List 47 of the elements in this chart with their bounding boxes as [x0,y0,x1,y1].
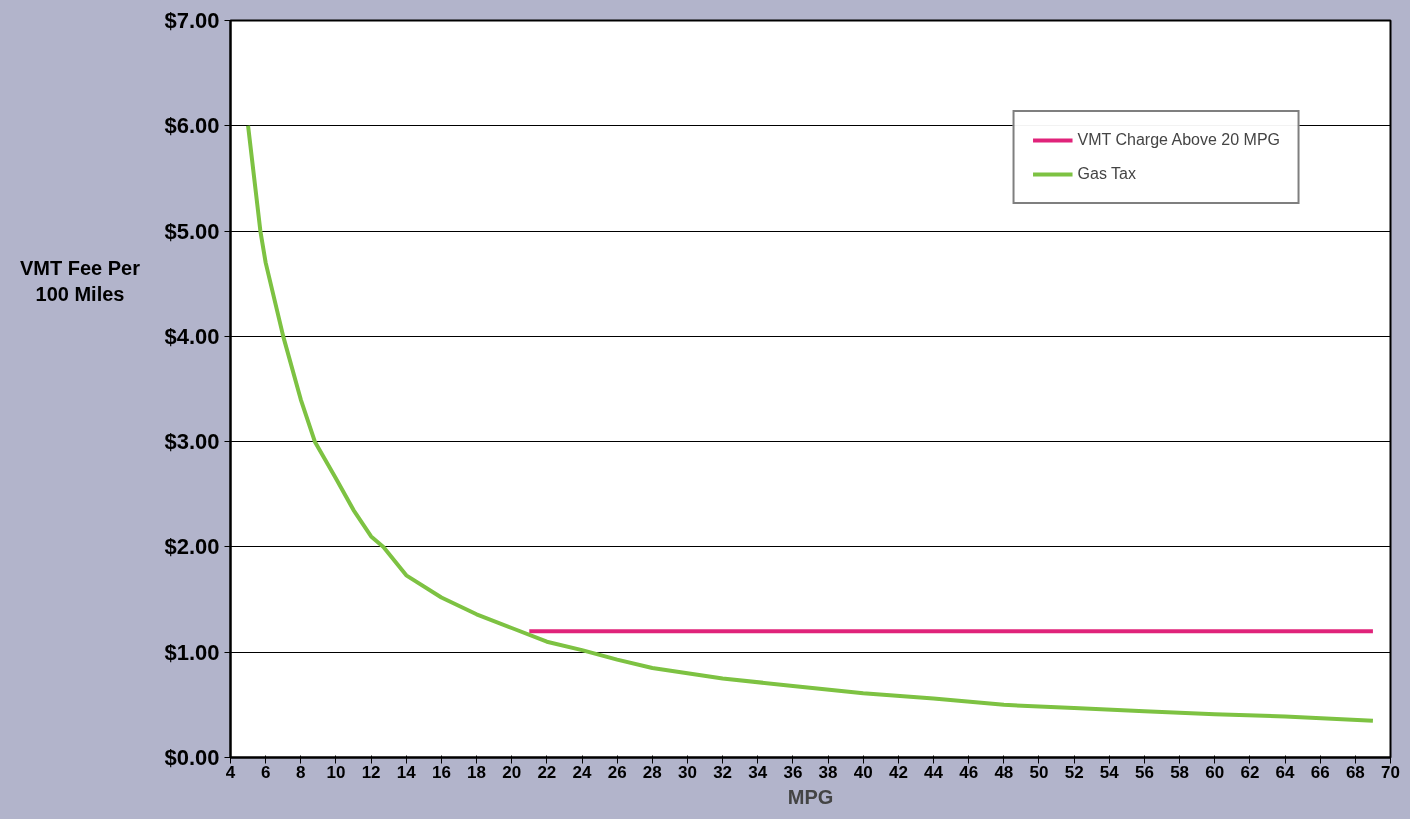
y-tick-label: $2.00 [164,534,220,560]
x-tick-label: 52 [1064,762,1084,782]
x-tick-label: 48 [994,762,1014,782]
x-tick-label: 44 [924,762,944,782]
line-series [246,123,1375,723]
x-tick-label: 54 [1099,762,1120,782]
x-tick-label: 60 [1205,762,1225,782]
y-tick-label: $4.00 [164,323,220,349]
y-axis-title: VMT Fee Per 100 Miles [18,256,141,307]
x-tick-label: 64 [1275,762,1296,782]
x-tick-label: 32 [713,762,733,782]
x-tick-label: 46 [959,762,979,782]
x-tick-label: 28 [642,762,662,782]
x-tick-label: 70 [1381,762,1400,782]
y-tick-label: $6.00 [164,113,220,139]
legend-label: VMT Charge Above 20 MPG [1077,131,1280,149]
x-tick-label: 14 [396,762,417,782]
x-tick-label: 6 [260,762,271,782]
legend-label: Gas Tax [1077,165,1137,183]
y-tick-label: $3.00 [164,429,220,455]
x-tick-label: 58 [1170,762,1190,782]
y-tick-label: $5.00 [164,218,220,244]
x-tick-label: 22 [537,762,557,782]
x-tick-label: 68 [1345,762,1365,782]
x-tick-label: 34 [748,762,768,782]
x-tick-label: 12 [361,762,381,782]
x-tick-label: 38 [818,762,838,782]
y-tick-label: $7.00 [164,8,220,33]
x-tick-label: 4 [225,762,236,782]
y-tick-label: $0.00 [164,745,220,770]
x-tick-label: 66 [1310,762,1330,782]
x-tick-label: 10 [326,762,346,782]
x-axis-title: MPG [787,785,834,808]
x-tick-label: 50 [1029,762,1049,782]
x-tick-label: 56 [1134,762,1154,782]
x-tick-label: 24 [572,762,593,782]
x-tick-label: 20 [502,762,522,782]
x-tick-label: 62 [1240,762,1260,782]
x-tick-label: 30 [678,762,697,782]
y-tick-label: $1.00 [164,639,220,665]
x-tick-label: 40 [853,762,873,782]
x-tick-label: 26 [607,762,627,782]
x-tick-label: 8 [296,762,306,782]
x-tick-label: 36 [783,762,803,782]
x-tick-label: 18 [467,762,487,782]
x-tick-label: 42 [888,762,908,782]
x-tick-label: 16 [431,762,451,782]
